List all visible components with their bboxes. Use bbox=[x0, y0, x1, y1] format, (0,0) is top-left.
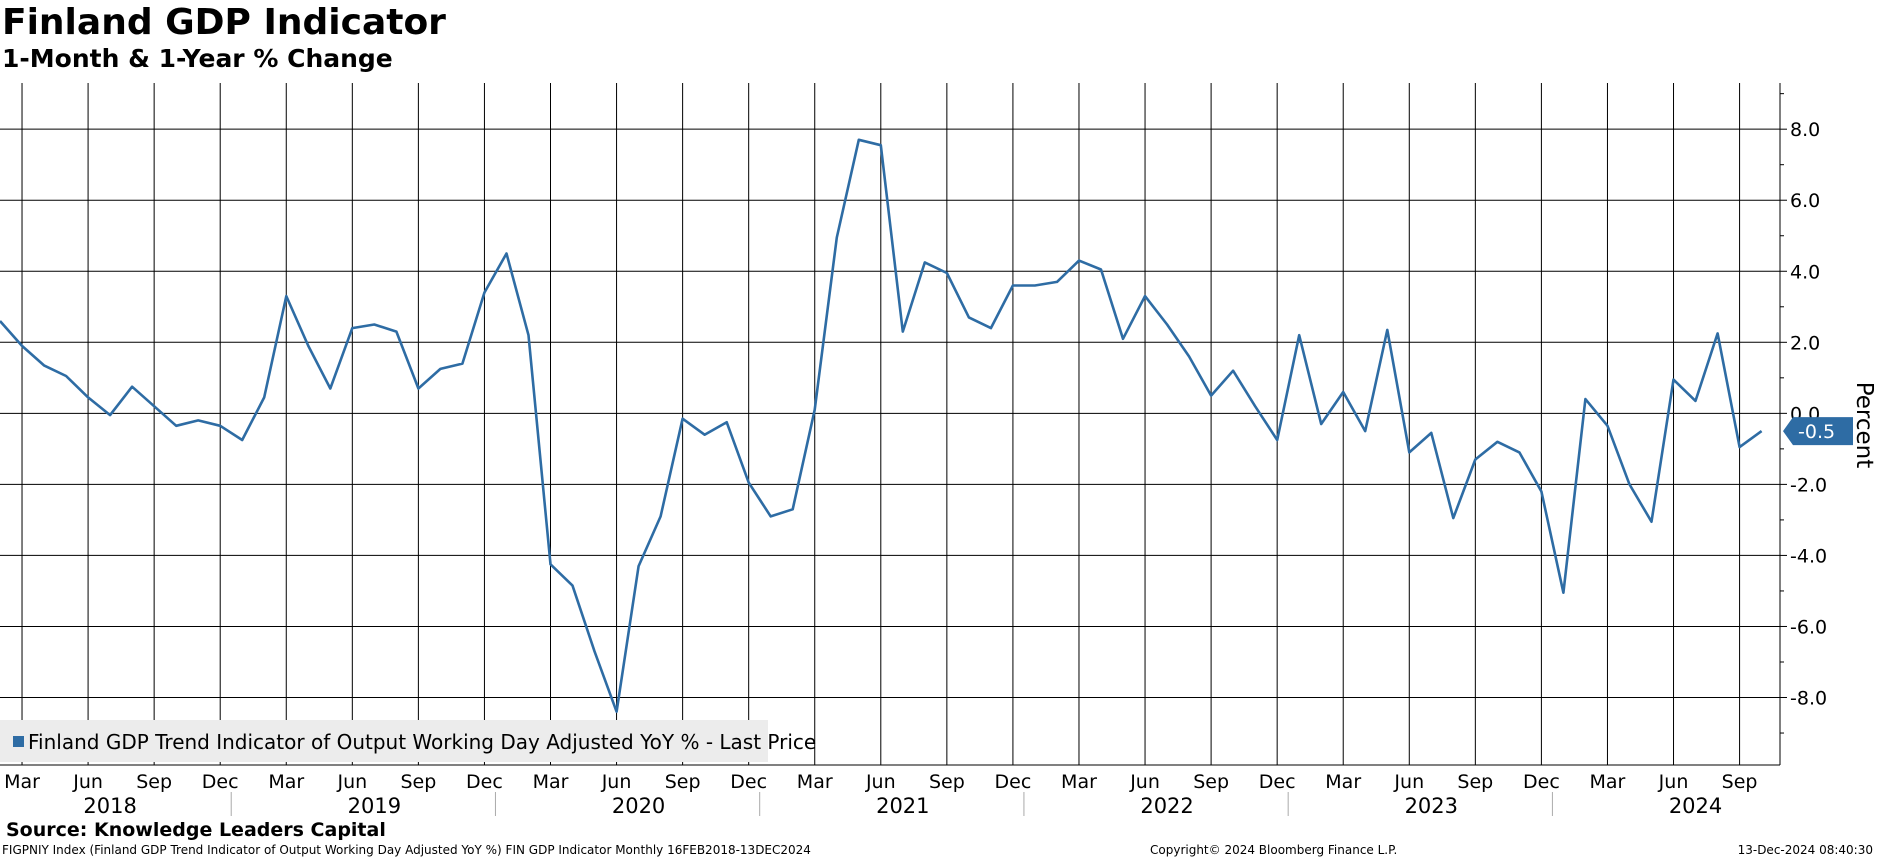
y-tick-label: 6.0 bbox=[1790, 190, 1820, 212]
y-axis-title: Percent bbox=[1851, 382, 1877, 469]
x-tick-label: Dec bbox=[730, 771, 767, 793]
x-year-label: 2019 bbox=[348, 794, 401, 818]
x-tick-label: Sep bbox=[1722, 771, 1758, 793]
x-tick-label: Mar bbox=[1061, 771, 1097, 793]
y-tick-label: -8.0 bbox=[1790, 688, 1827, 710]
legend-label: Finland GDP Trend Indicator of Output Wo… bbox=[28, 730, 816, 754]
x-tick-label: Dec bbox=[466, 771, 503, 793]
x-year-label: 2022 bbox=[1140, 794, 1193, 818]
x-tick-label: Mar bbox=[1590, 771, 1626, 793]
footer-copyright: Copyright© 2024 Bloomberg Finance L.P. bbox=[1150, 843, 1398, 857]
x-tick-label: Jun bbox=[1129, 771, 1160, 793]
x-tick-label: Dec bbox=[995, 771, 1032, 793]
last-value-label: -0.5 bbox=[1798, 421, 1835, 443]
x-tick-label: Mar bbox=[1325, 771, 1361, 793]
x-year-label: 2020 bbox=[612, 794, 665, 818]
last-value-badge bbox=[1783, 417, 1853, 446]
legend-background bbox=[0, 720, 768, 762]
footer-timestamp: 13-Dec-2024 08:40:30 bbox=[1737, 843, 1873, 857]
x-year-label: 2018 bbox=[83, 794, 136, 818]
x-tick-label: Jun bbox=[601, 771, 632, 793]
x-tick-label: Sep bbox=[665, 771, 701, 793]
x-tick-label: Dec bbox=[1523, 771, 1560, 793]
axes: Mar Jun Sep Dec Mar Jun Sep Dec Mar Jun Sep Dec Mar J… bbox=[0, 83, 1827, 818]
y-tick-label: -4.0 bbox=[1790, 545, 1827, 567]
footer-description: FIGPNIY Index (Finland GDP Trend Indicat… bbox=[2, 843, 811, 857]
x-tick-label: Jun bbox=[336, 771, 367, 793]
x-tick-label: Mar bbox=[268, 771, 304, 793]
y-tick-label: 8.0 bbox=[1790, 119, 1820, 141]
y-tick-label: -2.0 bbox=[1790, 474, 1827, 496]
series bbox=[0, 138, 1763, 714]
legend: Finland GDP Trend Indicator of Output Wo… bbox=[0, 720, 816, 762]
x-tick-label: Sep bbox=[1193, 771, 1229, 793]
source-note: Source: Knowledge Leaders Capital bbox=[6, 819, 386, 841]
y-tick-label: 4.0 bbox=[1790, 261, 1820, 283]
x-tick-label: Jun bbox=[72, 771, 103, 793]
x-tick-label: Sep bbox=[1457, 771, 1493, 793]
legend-swatch-icon bbox=[13, 736, 24, 747]
x-year-label: 2023 bbox=[1405, 794, 1458, 818]
x-year-label: 2021 bbox=[876, 794, 929, 818]
x-tick-label: Mar bbox=[797, 771, 833, 793]
chart-subtitle: 1-Month & 1-Year % Change bbox=[2, 44, 393, 73]
grid bbox=[0, 83, 1780, 765]
x-tick-label: Sep bbox=[400, 771, 436, 793]
x-tick-label: Sep bbox=[136, 771, 172, 793]
y-tick-label: -6.0 bbox=[1790, 616, 1827, 638]
x-tick-label: Mar bbox=[533, 771, 569, 793]
x-tick-label: Dec bbox=[202, 771, 239, 793]
x-tick-label: Mar bbox=[4, 771, 40, 793]
x-tick-label: Jun bbox=[865, 771, 896, 793]
last-value-marker: -0.5 bbox=[1783, 417, 1853, 446]
x-tick-label: Jun bbox=[1393, 771, 1424, 793]
chart-title: Finland GDP Indicator bbox=[2, 2, 446, 43]
x-tick-label: Dec bbox=[1259, 771, 1296, 793]
x-tick-label: Sep bbox=[929, 771, 965, 793]
y-tick-label: 2.0 bbox=[1790, 332, 1820, 354]
x-year-label: 2024 bbox=[1669, 794, 1722, 818]
x-tick-label: Jun bbox=[1658, 771, 1689, 793]
